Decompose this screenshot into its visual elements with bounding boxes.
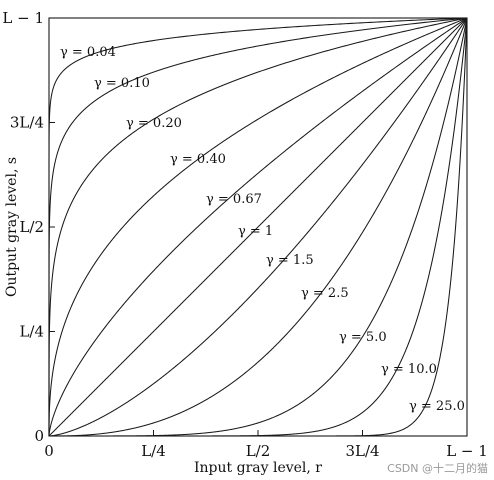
y-tick-label: 0 bbox=[34, 427, 44, 445]
x-tick-label: 3L/4 bbox=[345, 442, 379, 460]
curve-label-gamma-0-2: γ = 0.20 bbox=[126, 116, 182, 131]
curve-label-gamma-0-4: γ = 0.40 bbox=[170, 152, 226, 167]
curve-gamma-0-67 bbox=[48, 17, 468, 437]
curve-gamma-1-5 bbox=[48, 17, 468, 437]
curves-layer bbox=[48, 17, 468, 437]
curve-label-gamma-0-67: γ = 0.67 bbox=[206, 192, 262, 207]
curve-gamma-0-4 bbox=[48, 17, 468, 436]
y-tick-label: 3L/4 bbox=[10, 114, 44, 132]
y-tick-label: L/4 bbox=[19, 323, 44, 341]
curve-label-gamma-25: γ = 25.0 bbox=[409, 399, 465, 414]
curve-label-gamma-10: γ = 10.0 bbox=[381, 362, 437, 377]
curve-gamma-2-5 bbox=[49, 17, 468, 437]
y-tick-label: L/2 bbox=[19, 218, 44, 236]
curve-label-gamma-0-04: γ = 0.04 bbox=[60, 45, 116, 60]
x-tick-label: L/2 bbox=[246, 442, 271, 460]
watermark: CSDN @十二月的猫 bbox=[387, 462, 488, 475]
y-axis-label: Output gray level, s bbox=[4, 157, 20, 297]
curve-gamma-0-1 bbox=[48, 17, 468, 436]
curve-gamma-1 bbox=[48, 17, 468, 437]
curve-label-gamma-0-1: γ = 0.10 bbox=[94, 76, 150, 91]
ticks-layer: 0 L/4 L/2 3L/4 L − 1 0 L/4 L/2 3L/4 L − 1 bbox=[2, 9, 487, 460]
curve-labels-layer: γ = 0.04 γ = 0.10 γ = 0.20 γ = 0.40 γ = 0.67… bbox=[60, 45, 465, 414]
curve-label-gamma-1: γ = 1 bbox=[238, 224, 273, 239]
x-tick-label: L/4 bbox=[141, 442, 166, 460]
y-tick-label: L − 1 bbox=[2, 9, 44, 27]
curve-label-gamma-1-5: γ = 1.5 bbox=[266, 253, 314, 268]
x-axis-label: Input gray level, r bbox=[194, 460, 322, 476]
curve-gamma-0-2 bbox=[48, 17, 468, 436]
x-tick-label: L − 1 bbox=[446, 442, 488, 460]
curve-label-gamma-5: γ = 5.0 bbox=[339, 330, 387, 345]
x-tick-label: 0 bbox=[44, 442, 54, 460]
curve-label-gamma-2-5: γ = 2.5 bbox=[301, 286, 349, 301]
